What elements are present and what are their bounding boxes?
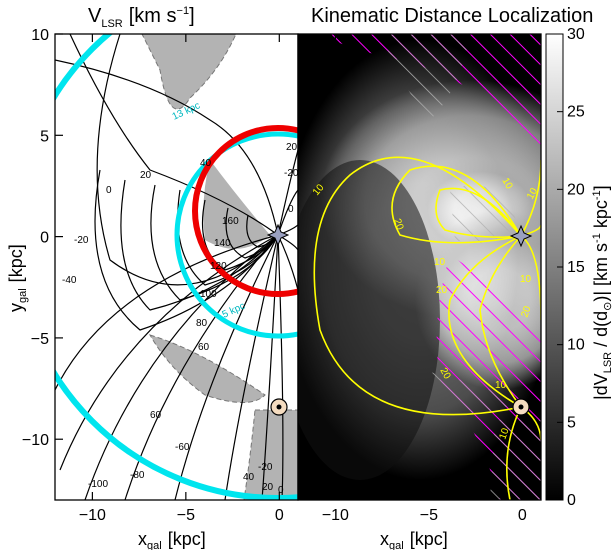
contour-label: -20 bbox=[258, 462, 273, 473]
contour-label: 0 bbox=[288, 204, 294, 215]
contour-label: 160 bbox=[222, 216, 239, 227]
y-tick-label: 10 bbox=[31, 27, 49, 44]
grey-region-bottom bbox=[243, 409, 298, 500]
colorbar-tick-label: 10 bbox=[567, 337, 585, 354]
contour-label: 40 bbox=[243, 472, 255, 483]
x-tick-label: −5 bbox=[420, 507, 438, 524]
contour-label: 140 bbox=[214, 238, 231, 249]
contour-line bbox=[69, 34, 279, 236]
contour-label: 40 bbox=[200, 158, 212, 169]
x-axis-label-right: xgal [kpc] bbox=[380, 529, 448, 550]
y-tick-label: 5 bbox=[40, 128, 49, 145]
contour-line bbox=[224, 234, 279, 500]
left-title: VLSR [km s−1] bbox=[88, 5, 195, 30]
grey-hatch-low bbox=[420, 370, 515, 414]
grey-hatch-bottom bbox=[490, 420, 541, 500]
galactic-center-star-icon bbox=[266, 223, 290, 247]
contour-label: 10 bbox=[520, 274, 532, 285]
colorbar-tick-label: 20 bbox=[567, 181, 585, 198]
contour-label: -100 bbox=[88, 479, 108, 490]
colorbar-axis: 0 5 10 15 20 25 30 bbox=[557, 26, 585, 509]
contour-line bbox=[124, 234, 279, 500]
contour-label: -80 bbox=[130, 470, 145, 481]
contour-line bbox=[201, 199, 279, 271]
red-circle bbox=[192, 125, 298, 297]
contour-label: 10 bbox=[434, 257, 446, 268]
yellow-contour bbox=[391, 165, 522, 244]
left-panel: 140 160 120 100 80 60 40 20 0 -20 -40 -6… bbox=[54, 33, 299, 501]
contour-label: 20 bbox=[262, 482, 274, 493]
x-tick-label: −10 bbox=[322, 507, 349, 524]
contour-label: 20 bbox=[436, 285, 448, 296]
colorbar-label: |dVLSR / d(d⊙)| [km s-1 kpc-1] bbox=[591, 185, 614, 400]
right-title: Kinematic Distance Localization bbox=[311, 5, 593, 27]
y-tick-label: −10 bbox=[22, 432, 49, 449]
contour-line bbox=[94, 169, 279, 331]
x-axis-label-left: xgal [kpc] bbox=[138, 529, 206, 550]
contour-label: 10 bbox=[497, 426, 511, 441]
grey-region-mid bbox=[203, 160, 270, 249]
contour-line bbox=[55, 234, 279, 391]
contour-label: 0 bbox=[106, 185, 112, 196]
colorbar-tick-label: 5 bbox=[567, 414, 576, 431]
contour-label: 100 bbox=[200, 289, 217, 300]
x-tick-label: 0 bbox=[275, 507, 284, 524]
contour-label: 20 bbox=[140, 170, 152, 181]
contour-line bbox=[59, 234, 279, 471]
cyan-circle-5kpc bbox=[174, 131, 298, 339]
contour-label: 20 bbox=[437, 366, 452, 382]
sun-marker-icon bbox=[512, 398, 530, 416]
contour-label: 10 bbox=[495, 380, 507, 391]
yellow-contour bbox=[505, 406, 522, 500]
cyan-circle-13kpc bbox=[55, 34, 298, 500]
contour-label: 0 bbox=[278, 485, 284, 496]
y-tick-label: 0 bbox=[40, 230, 49, 247]
contour-label: 10 bbox=[499, 176, 514, 192]
grey-region-top bbox=[141, 34, 237, 110]
contour-line bbox=[84, 234, 279, 500]
contour-line bbox=[261, 234, 279, 500]
x-tick-label: −5 bbox=[177, 507, 195, 524]
colorbar-tick-label: 30 bbox=[567, 26, 585, 43]
contour-line bbox=[55, 59, 279, 236]
right-panel: 10 20 10 10 10 20 20 10 20 10 10 bbox=[297, 33, 542, 501]
contour-label: -60 bbox=[175, 442, 190, 453]
x-tick-label: 0 bbox=[518, 507, 527, 524]
contour-label: 60 bbox=[150, 410, 162, 421]
contour-line bbox=[277, 234, 284, 500]
magenta-hatch-top bbox=[320, 34, 541, 150]
colorbar-tick-label: 0 bbox=[567, 492, 576, 509]
contour-label: 20 bbox=[519, 304, 533, 319]
galactic-center-star-icon bbox=[509, 224, 533, 248]
colorbar-tick-label: 25 bbox=[567, 104, 585, 121]
contour-label: 20 bbox=[286, 142, 298, 153]
yellow-contour bbox=[435, 187, 522, 238]
contour-label: 20 bbox=[391, 217, 405, 232]
grey-region-low bbox=[148, 334, 266, 403]
right-axes: −10 −5 0 bbox=[322, 34, 527, 524]
contour-line bbox=[174, 234, 279, 500]
y-tick-label: −5 bbox=[31, 331, 49, 348]
contour-label: 120 bbox=[210, 261, 227, 272]
yellow-contour bbox=[448, 235, 522, 408]
x-tick-label: −10 bbox=[79, 507, 106, 524]
yellow-contour bbox=[479, 235, 522, 408]
yellow-contour bbox=[313, 156, 522, 416]
contour-label: 80 bbox=[196, 318, 208, 329]
contour-label: 60 bbox=[198, 342, 210, 353]
colorbar-tick-label: 15 bbox=[567, 259, 585, 276]
contour-label: 10 bbox=[525, 186, 540, 202]
left-axes: −10 −5 0 10 5 0 −5 −10 bbox=[22, 27, 284, 524]
grey-hatch-center bbox=[450, 185, 520, 244]
contour-line bbox=[277, 149, 298, 236]
grey-hatch-top bbox=[380, 34, 470, 120]
y-axis-label: ygal[kpc] bbox=[6, 244, 29, 312]
contour-label: -20 bbox=[74, 235, 89, 246]
contour-line bbox=[120, 179, 279, 311]
contour-label: -20 bbox=[284, 168, 299, 179]
sun-marker-icon bbox=[270, 398, 288, 416]
contour-label: -40 bbox=[62, 275, 77, 286]
